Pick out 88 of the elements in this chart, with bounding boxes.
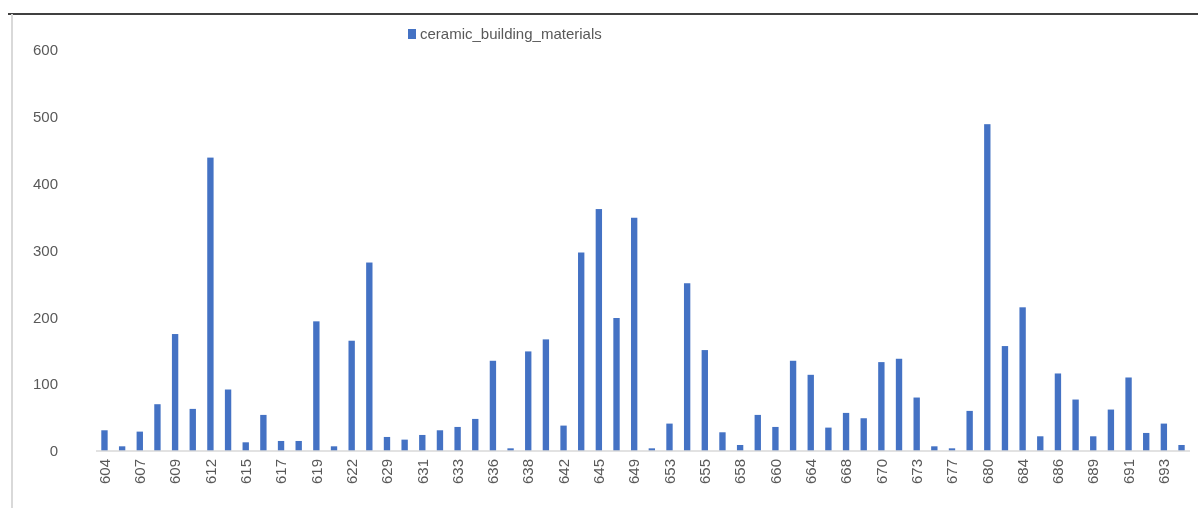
bar [754,414,761,451]
y-tick-label: 0 [49,442,58,460]
bar [578,252,585,451]
bar [1054,373,1062,451]
bar [1001,346,1009,451]
y-tick-label: 500 [32,108,58,126]
x-tick-label: 693 [1155,459,1173,485]
x-tick-label: 645 [590,459,608,485]
x-tick-label: 670 [872,459,890,485]
x-tick-label: 668 [837,459,855,485]
x-tick-label: 617 [272,459,290,485]
x-tick-label: 673 [907,459,925,485]
x-tick-label: 631 [413,459,431,485]
bar [666,423,673,451]
bar [931,446,938,451]
x-tick-label: 638 [519,459,537,485]
bar [772,426,779,451]
bar [807,374,814,451]
bar [260,414,267,451]
legend-label: ceramic_building_materials [420,25,602,43]
bar [313,321,320,451]
x-tick-label: 622 [342,459,360,485]
bar [913,397,920,451]
bar [224,389,232,451]
bar [207,157,214,451]
bar [401,439,408,451]
bar [189,408,196,451]
bar [489,360,497,451]
x-tick-label: 664 [801,459,819,485]
bar [842,412,850,451]
y-tick-label: 400 [32,174,58,192]
x-tick-label: 653 [660,459,678,485]
bar [984,124,991,451]
x-tick-label: 619 [307,459,325,485]
bar [101,430,108,451]
x-tick-label: 633 [448,459,466,485]
x-tick-label: 660 [766,459,784,485]
x-tick-label: 649 [625,459,643,485]
bar [560,425,567,451]
bar [1072,399,1079,451]
bar [1037,436,1044,451]
bar [525,351,532,451]
x-tick-label: 636 [484,459,502,485]
x-tick-label: 658 [731,459,749,485]
bar [348,340,355,451]
bar [701,350,708,451]
bar [630,217,638,451]
x-tick-label: 680 [978,459,996,485]
x-tick-label: 686 [1049,459,1067,485]
bar [171,334,179,451]
bar [154,404,161,451]
x-tick-label: 615 [236,459,254,485]
bar [436,430,444,451]
bar [454,426,461,451]
bar [1019,307,1026,451]
bar [719,432,726,451]
x-tick-label: 677 [943,459,961,485]
bar [472,418,479,451]
y-tick-label: 200 [32,308,58,326]
bar [613,318,620,451]
bar [595,209,603,451]
y-tick-label: 300 [32,241,58,259]
bar [789,360,797,451]
bar [878,362,885,451]
bar [895,358,903,451]
bar [860,418,867,451]
x-tick-label: 607 [131,459,149,485]
y-tick-label: 100 [32,375,58,393]
bar [1107,409,1115,451]
x-tick-label: 655 [696,459,714,485]
x-tick-label: 684 [1013,459,1031,485]
x-tick-label: 604 [95,459,113,485]
x-tick-label: 609 [166,459,184,485]
bar [366,262,373,451]
bar [1178,444,1185,451]
x-tick-label: 629 [378,459,396,485]
bar [1090,436,1097,451]
bar [542,339,550,451]
x-tick-label: 689 [1084,459,1102,485]
bar [1125,377,1132,451]
x-tick-label: 612 [201,459,219,485]
bar [1160,423,1168,451]
bar [825,427,832,451]
bar [966,410,973,451]
y-tick-label: 600 [32,41,58,59]
bar [683,283,691,451]
x-tick-label: 691 [1119,459,1137,485]
x-tick-label: 642 [554,459,572,485]
